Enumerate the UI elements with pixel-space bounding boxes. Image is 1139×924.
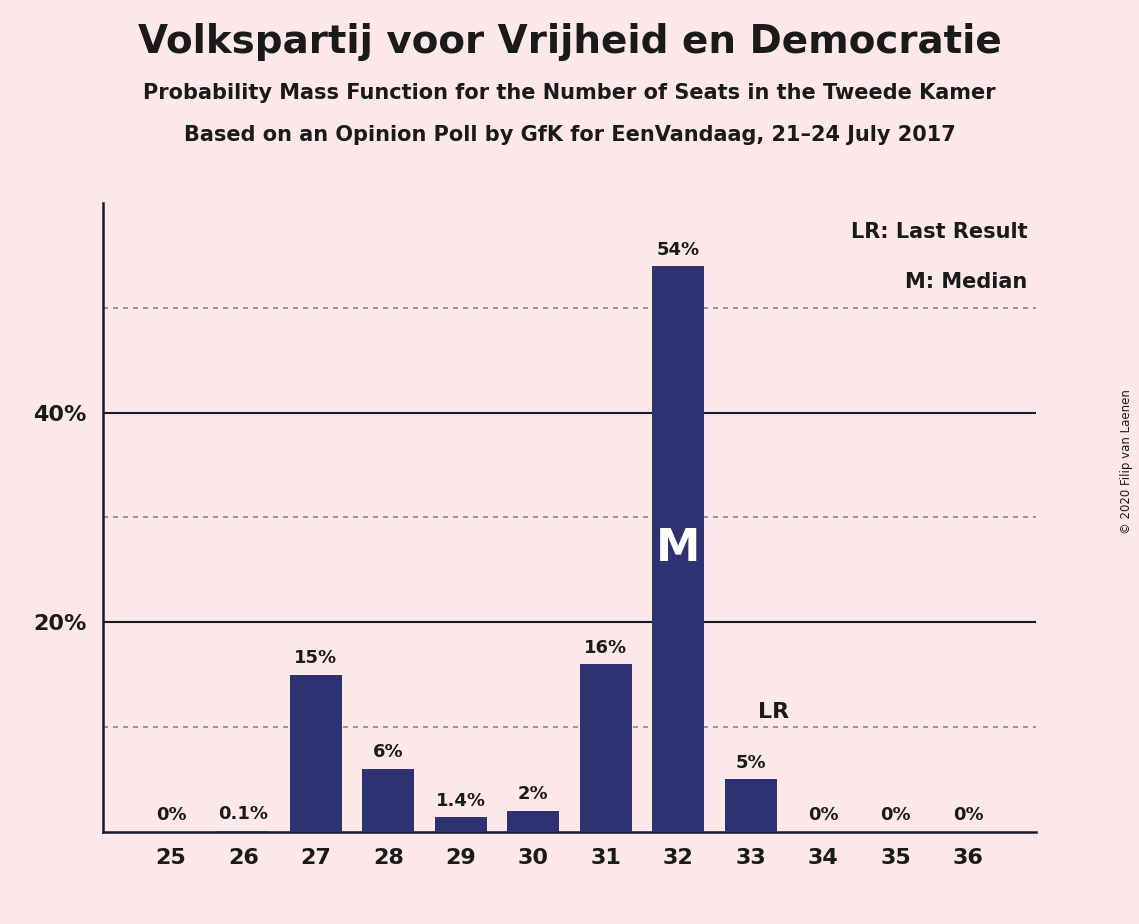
Bar	[724, 779, 777, 832]
Text: 2%: 2%	[518, 785, 549, 803]
Bar	[580, 664, 632, 832]
Text: M: M	[656, 528, 700, 570]
Text: © 2020 Filip van Laenen: © 2020 Filip van Laenen	[1121, 390, 1133, 534]
Bar	[218, 831, 270, 832]
Text: M: Median: M: Median	[904, 273, 1027, 292]
Text: 6%: 6%	[374, 744, 403, 761]
Bar	[362, 769, 415, 832]
Text: 1.4%: 1.4%	[436, 792, 486, 809]
Text: 0.1%: 0.1%	[219, 805, 269, 823]
Text: 16%: 16%	[584, 638, 628, 657]
Bar	[653, 266, 704, 832]
Text: Probability Mass Function for the Number of Seats in the Tweede Kamer: Probability Mass Function for the Number…	[144, 83, 995, 103]
Text: LR: LR	[757, 701, 789, 722]
Text: 0%: 0%	[880, 807, 911, 824]
Text: 15%: 15%	[294, 650, 337, 667]
Text: 0%: 0%	[156, 807, 187, 824]
Text: 0%: 0%	[952, 807, 983, 824]
Bar	[507, 810, 559, 832]
Text: Volkspartij voor Vrijheid en Democratie: Volkspartij voor Vrijheid en Democratie	[138, 23, 1001, 61]
Bar	[435, 817, 486, 832]
Bar	[289, 675, 342, 832]
Text: 54%: 54%	[656, 241, 699, 259]
Text: 5%: 5%	[736, 754, 765, 772]
Text: LR: Last Result: LR: Last Result	[851, 222, 1027, 242]
Text: Based on an Opinion Poll by GfK for EenVandaag, 21–24 July 2017: Based on an Opinion Poll by GfK for EenV…	[183, 125, 956, 145]
Text: 0%: 0%	[808, 807, 838, 824]
